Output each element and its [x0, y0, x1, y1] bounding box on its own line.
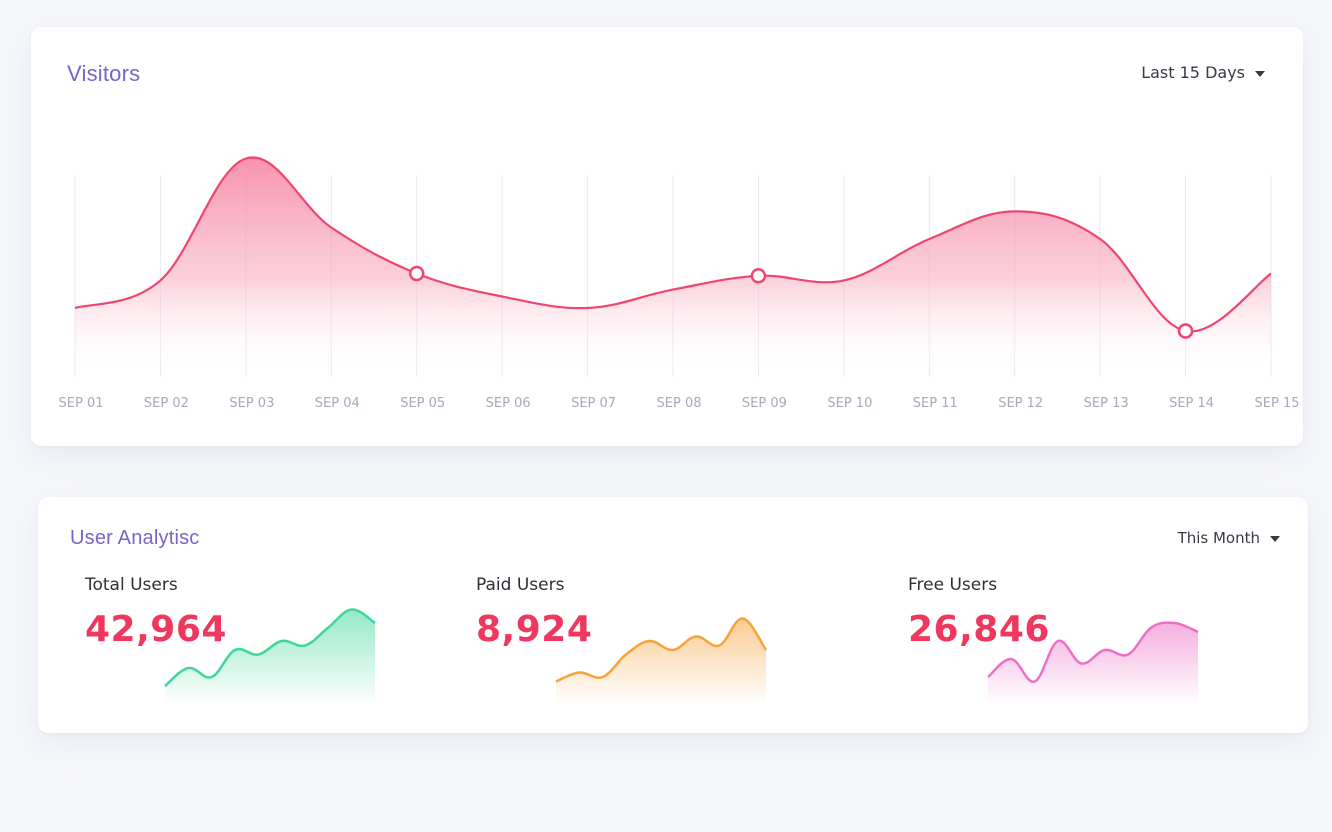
visitors-line — [74, 156, 1272, 333]
x-tick-label: SEP 03 — [229, 396, 274, 411]
x-tick-label: SEP 04 — [315, 396, 360, 411]
caret-down-icon — [1270, 536, 1280, 542]
stat-paid-users: Paid Users 8,924 — [476, 575, 836, 715]
stat-total-users: Total Users 42,964 — [85, 575, 445, 715]
user-analytics-card: User Analytisc This Month Total Users 42… — [38, 497, 1308, 733]
x-tick-label: SEP 14 — [1169, 396, 1214, 411]
data-point-marker[interactable] — [750, 268, 767, 284]
sparkline-area — [165, 609, 375, 705]
x-tick-label: SEP 02 — [144, 396, 189, 411]
user-analytics-title: User Analytisc — [70, 527, 200, 549]
free-users-sparkline — [987, 621, 1199, 705]
visitors-range-dropdown[interactable]: Last 15 Days — [1141, 63, 1265, 82]
analytics-range-label: This Month — [1177, 529, 1260, 547]
x-tick-label: SEP 15 — [1255, 396, 1300, 411]
x-tick-label: SEP 10 — [827, 396, 872, 411]
stat-value: 42,964 — [85, 609, 227, 650]
stat-label: Free Users — [908, 575, 998, 595]
sparkline-area — [988, 622, 1198, 705]
x-tick-label: SEP 12 — [998, 396, 1043, 411]
x-tick-label: SEP 07 — [571, 396, 616, 411]
x-tick-label: SEP 11 — [913, 396, 958, 411]
stat-value: 8,924 — [476, 609, 593, 650]
visitors-range-label: Last 15 Days — [1141, 63, 1245, 82]
sparkline-line — [987, 621, 1199, 683]
x-tick-label: SEP 13 — [1084, 396, 1129, 411]
sparkline-line — [555, 617, 768, 683]
stat-label: Paid Users — [476, 575, 565, 595]
sparkline-line — [164, 608, 376, 687]
visitors-area — [75, 157, 1271, 377]
x-tick-label: SEP 06 — [486, 396, 531, 411]
paid-users-sparkline — [555, 617, 768, 705]
caret-down-icon — [1255, 70, 1265, 77]
stat-value: 26,846 — [908, 609, 1050, 650]
visitors-card: Visitors Last 15 Days SEP 01 SEP 02 SEP 03… — [31, 27, 1303, 446]
x-tick-label: SEP 08 — [657, 396, 702, 411]
total-users-sparkline — [164, 608, 376, 705]
data-point-marker[interactable] — [1177, 323, 1194, 339]
analytics-range-dropdown[interactable]: This Month — [1178, 529, 1280, 547]
x-tick-label: SEP 09 — [742, 396, 787, 411]
x-tick-label: SEP 01 — [59, 396, 104, 411]
sparkline-area — [556, 618, 766, 705]
x-tick-label: SEP 05 — [400, 396, 445, 411]
stat-free-users: Free Users 26,846 — [908, 575, 1268, 715]
data-point-marker[interactable] — [408, 265, 425, 282]
stat-label: Total Users — [85, 575, 178, 595]
visitors-title: Visitors — [67, 61, 141, 86]
visitors-chart: SEP 01 SEP 02 SEP 03 SEP 04 SEP 05 SEP 06 SEP … — [59, 156, 1300, 411]
